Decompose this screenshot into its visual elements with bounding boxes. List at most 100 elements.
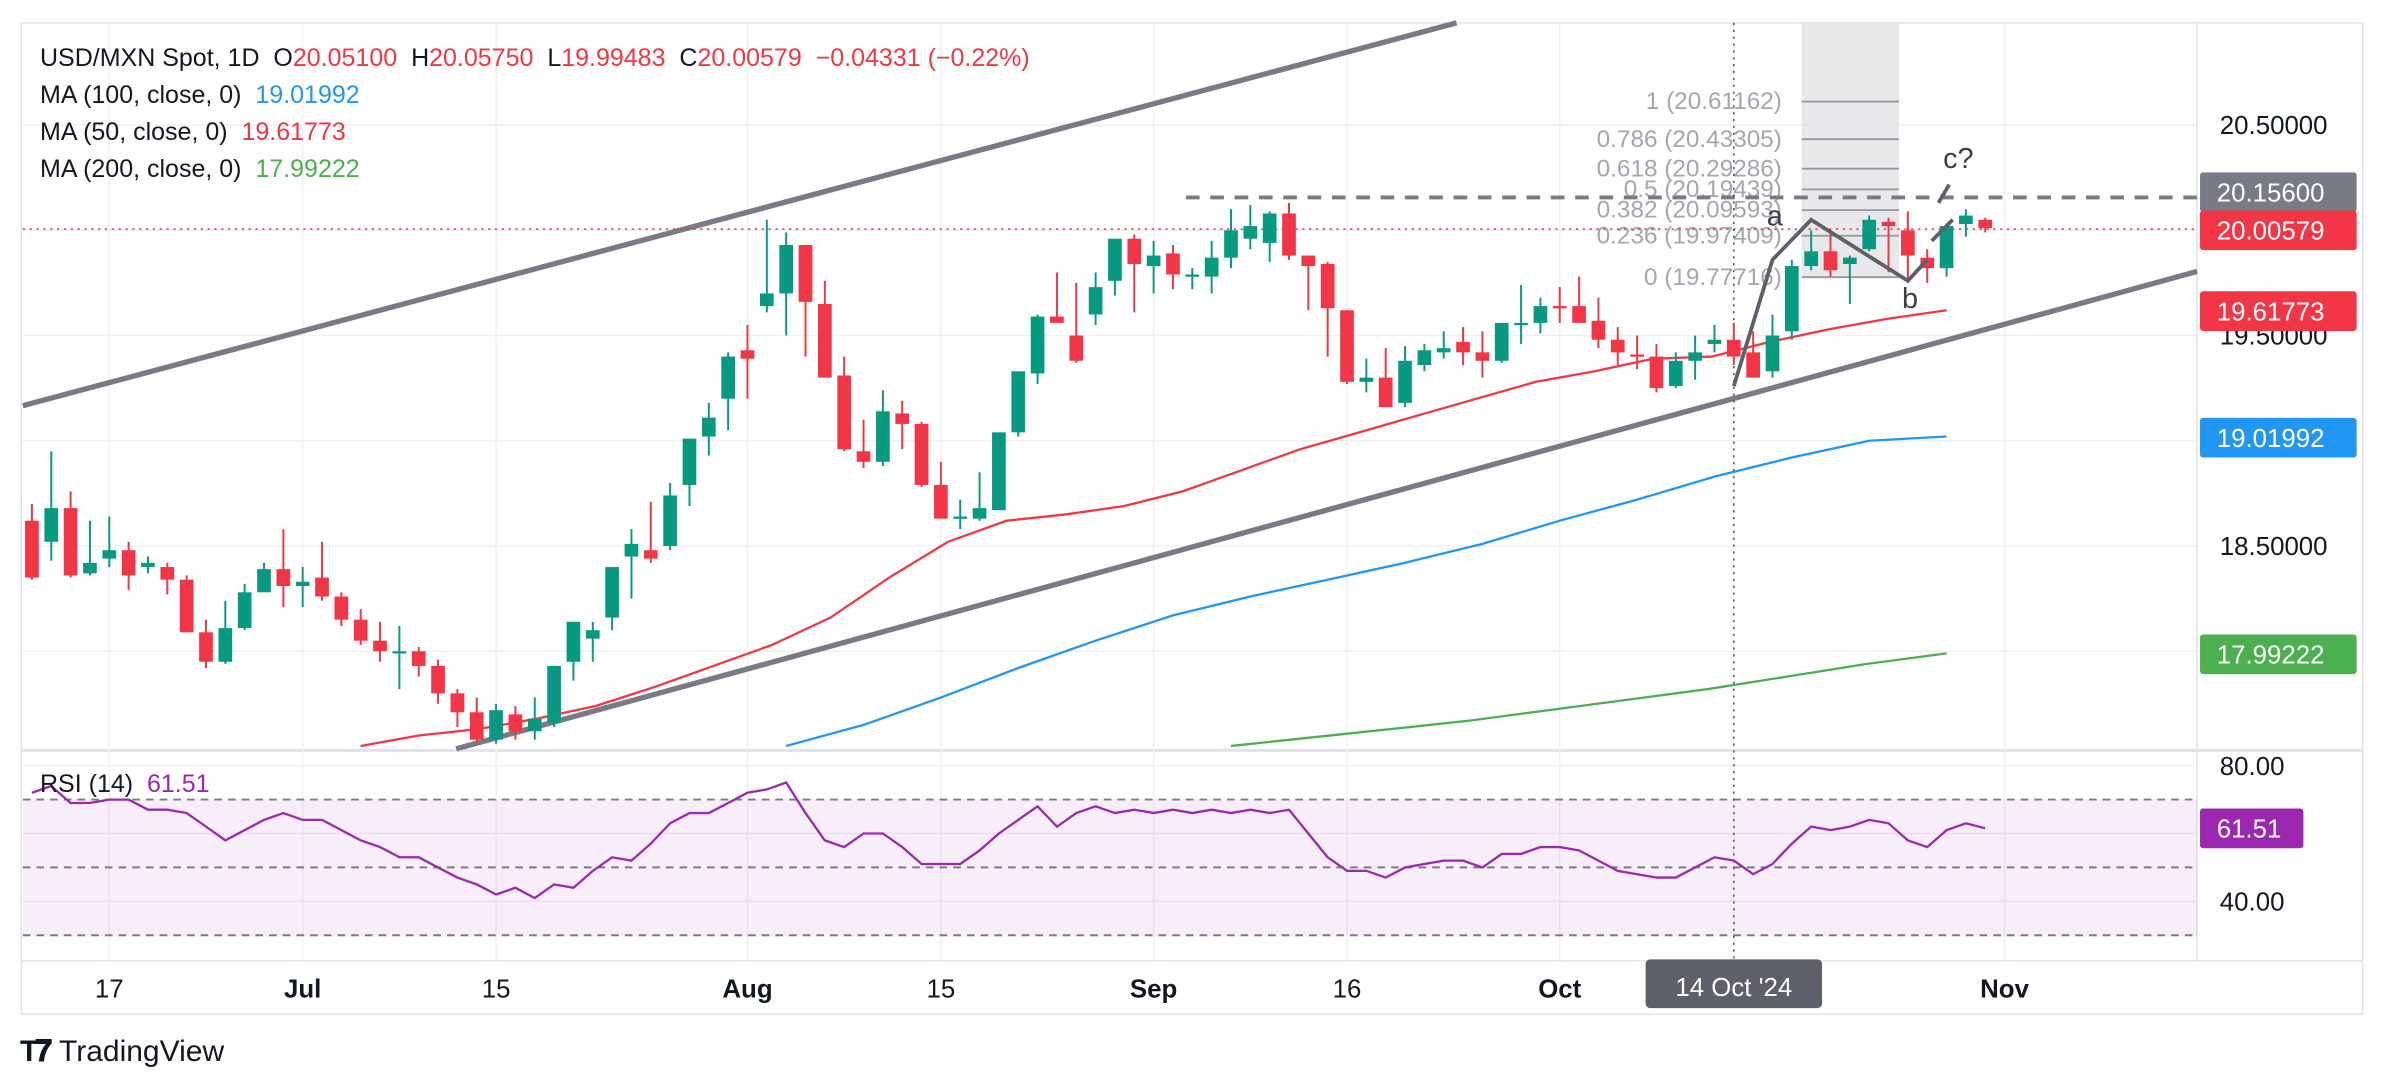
candle[interactable] <box>334 592 349 626</box>
candle[interactable] <box>895 400 910 450</box>
candle[interactable] <box>1784 259 1799 340</box>
candle[interactable] <box>411 647 426 677</box>
wave-path[interactable] <box>1731 217 1929 387</box>
candle[interactable] <box>837 356 852 452</box>
candle[interactable] <box>701 402 716 456</box>
candle[interactable] <box>798 245 813 357</box>
candle[interactable] <box>1282 202 1296 260</box>
candle[interactable] <box>740 325 755 399</box>
candle[interactable] <box>1649 343 1664 393</box>
candle[interactable] <box>856 419 871 469</box>
candle[interactable] <box>353 609 368 645</box>
candle[interactable] <box>1378 348 1393 408</box>
candle[interactable] <box>1185 268 1200 290</box>
candle[interactable] <box>431 659 445 704</box>
candle[interactable] <box>1320 261 1335 357</box>
candle[interactable] <box>1572 276 1586 323</box>
candle[interactable] <box>257 562 271 593</box>
candle[interactable] <box>1823 230 1838 277</box>
candle[interactable] <box>682 438 697 507</box>
candle[interactable] <box>1436 331 1451 359</box>
candle[interactable] <box>25 503 39 580</box>
candle[interactable] <box>1475 331 1490 378</box>
candle[interactable] <box>1146 240 1161 294</box>
rsi-line[interactable] <box>31 781 1986 900</box>
candle[interactable] <box>1224 209 1238 269</box>
price-label-badge[interactable]: 20.15600 <box>2200 172 2357 212</box>
candle[interactable] <box>1901 211 1915 283</box>
candle[interactable] <box>1862 215 1877 252</box>
candle[interactable] <box>1591 297 1606 349</box>
candle[interactable] <box>547 665 561 728</box>
candle[interactable] <box>1959 209 1973 237</box>
ma200-line[interactable] <box>1230 652 1947 748</box>
candle[interactable] <box>237 583 252 631</box>
candle[interactable] <box>44 451 59 561</box>
candle[interactable] <box>934 461 948 519</box>
channel-lower-trendline[interactable] <box>455 268 2198 752</box>
candle[interactable] <box>624 529 639 599</box>
candle[interactable] <box>1108 238 1122 296</box>
price-label-badge[interactable]: 20.00579 <box>2200 210 2357 251</box>
candle[interactable] <box>1610 327 1625 365</box>
candle[interactable] <box>1688 335 1702 380</box>
candle[interactable] <box>83 520 97 576</box>
candle[interactable] <box>1050 272 1064 323</box>
candle[interactable] <box>1262 211 1277 262</box>
wave-c-segment[interactable] <box>1930 218 1954 243</box>
candle[interactable] <box>721 352 735 431</box>
candle[interactable] <box>1533 297 1548 334</box>
candle[interactable] <box>1881 217 1896 273</box>
candle[interactable] <box>1030 314 1045 384</box>
ma100-legend[interactable]: MA (100, close, 0) 19.01992 <box>40 77 1030 114</box>
candle[interactable] <box>1340 310 1354 384</box>
candle[interactable] <box>392 625 407 690</box>
candle[interactable] <box>1127 234 1142 313</box>
candle[interactable] <box>141 556 155 574</box>
candle[interactable] <box>1514 285 1528 344</box>
candle[interactable] <box>373 621 387 662</box>
candle[interactable] <box>1920 249 1935 283</box>
candle[interactable] <box>779 232 794 336</box>
candle[interactable] <box>199 619 213 669</box>
candle[interactable] <box>102 516 117 568</box>
candle[interactable] <box>295 567 310 608</box>
wave-c-projection[interactable] <box>1936 183 1951 204</box>
channel-upper-trendline[interactable] <box>22 20 1458 409</box>
candle[interactable] <box>121 541 136 591</box>
rsi-value-badge[interactable]: 61.51 <box>2200 808 2304 849</box>
candle[interactable] <box>605 567 619 631</box>
candle[interactable] <box>1359 358 1374 393</box>
candle[interactable] <box>1243 205 1258 250</box>
symbol-title[interactable]: USD/MXN Spot, 1D <box>40 44 260 72</box>
candle[interactable] <box>1456 327 1470 365</box>
ma50-legend[interactable]: MA (50, close, 0) 19.61773 <box>40 114 1030 151</box>
candle[interactable] <box>508 705 523 740</box>
candle[interactable] <box>1630 335 1644 370</box>
candle[interactable] <box>179 575 194 633</box>
tradingview-brand[interactable]: T𝟕 TradingView <box>20 1035 224 1069</box>
candle[interactable] <box>1843 255 1857 304</box>
candle[interactable] <box>527 697 542 740</box>
candle[interactable] <box>1746 331 1760 378</box>
ma200-legend[interactable]: MA (200, close, 0) 17.99222 <box>40 151 1030 188</box>
candle[interactable] <box>585 621 600 662</box>
candle[interactable] <box>972 472 987 521</box>
price-label-badge[interactable]: 17.99222 <box>2200 634 2357 675</box>
ma50-line[interactable] <box>360 309 1947 748</box>
candle[interactable] <box>160 562 175 595</box>
candle[interactable] <box>489 703 503 744</box>
candle[interactable] <box>914 421 929 488</box>
candle[interactable] <box>818 280 832 378</box>
candle[interactable] <box>566 621 581 681</box>
candle[interactable] <box>992 432 1006 511</box>
candle[interactable] <box>663 482 677 551</box>
ma100-line[interactable] <box>785 435 1947 748</box>
candle[interactable] <box>643 501 658 563</box>
candle[interactable] <box>1204 240 1219 294</box>
candle[interactable] <box>1166 245 1180 290</box>
candle[interactable] <box>953 499 968 530</box>
candle[interactable] <box>759 219 774 313</box>
candle[interactable] <box>1011 371 1026 437</box>
candle[interactable] <box>450 689 465 728</box>
